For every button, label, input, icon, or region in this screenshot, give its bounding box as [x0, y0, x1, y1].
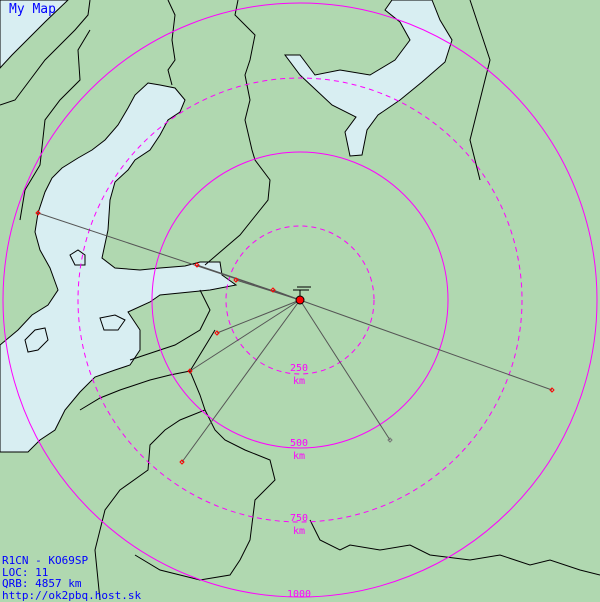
ring-250-label: 250	[290, 363, 308, 374]
ring-750-label: 750	[290, 513, 308, 524]
call-locator: R1CN - KO69SP	[2, 554, 89, 567]
map-title: My Map	[9, 2, 56, 17]
ring-500	[151, 151, 449, 449]
water	[0, 0, 453, 453]
island-saaremaa	[99, 314, 126, 331]
water-northwest	[0, 0, 69, 69]
station-marker[interactable]	[35, 210, 41, 216]
ring-750-unit: km	[293, 526, 305, 537]
ring-1000-label: 1000	[287, 589, 311, 600]
contact-path	[272, 289, 301, 301]
baltic-sea	[0, 82, 238, 453]
station-marker[interactable]	[233, 277, 239, 283]
ring-250-unit: km	[293, 376, 305, 387]
ring-labels: 250 km 500 km 750 km 1000	[287, 363, 311, 600]
station-marker[interactable]	[179, 459, 185, 465]
station-marker[interactable]	[194, 262, 200, 268]
contact-paths	[37, 212, 553, 463]
contact-path	[181, 299, 301, 463]
island-gotland	[69, 249, 86, 266]
ring-500-label: 500	[290, 438, 308, 449]
contact-path	[189, 299, 301, 372]
station-marker[interactable]	[187, 368, 193, 374]
website-link[interactable]: http://ok2pbq.host.sk	[2, 588, 142, 602]
island-oland	[24, 327, 49, 353]
contact-path	[235, 279, 301, 301]
loc-count: LOC: 11	[2, 565, 49, 579]
stations	[35, 210, 555, 465]
ring-750	[77, 77, 523, 523]
station-marker[interactable]	[270, 287, 276, 293]
station-marker[interactable]	[549, 387, 555, 393]
ring-250	[225, 225, 375, 375]
ring-500-unit: km	[293, 451, 305, 462]
home-station[interactable]	[295, 295, 305, 305]
white-sea	[284, 0, 453, 157]
info-panel: R1CN - KO69SP LOC: 11 QRB: 4857 km http:…	[2, 555, 141, 601]
station-marker[interactable]	[387, 437, 393, 443]
contact-path	[216, 299, 301, 334]
qrb: QRB: 4857 km	[2, 577, 82, 590]
contact-path	[299, 299, 553, 391]
contact-path	[299, 299, 391, 441]
station-marker[interactable]	[214, 330, 220, 336]
